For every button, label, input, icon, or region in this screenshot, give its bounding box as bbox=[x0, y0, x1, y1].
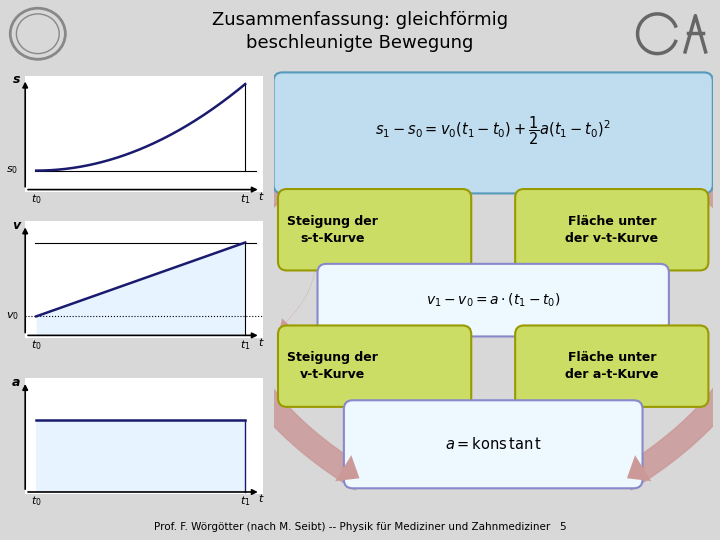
Text: Fläche unter
der a-t-Kurve: Fläche unter der a-t-Kurve bbox=[565, 351, 659, 381]
Text: $v_1 - v_0 = a \cdot (t_1 - t_0)$: $v_1 - v_0 = a \cdot (t_1 - t_0)$ bbox=[426, 291, 560, 309]
Text: $t_0$: $t_0$ bbox=[31, 495, 42, 508]
Text: $t_0$: $t_0$ bbox=[31, 338, 42, 352]
Text: v: v bbox=[12, 219, 20, 232]
Text: t: t bbox=[258, 495, 263, 504]
Text: Zusammenfassung: gleichförmig
beschleunigte Bewegung: Zusammenfassung: gleichförmig beschleuni… bbox=[212, 11, 508, 52]
Text: $t_1$: $t_1$ bbox=[240, 192, 251, 206]
Text: Steigung der
v-t-Kurve: Steigung der v-t-Kurve bbox=[287, 351, 378, 381]
Polygon shape bbox=[618, 175, 720, 490]
FancyBboxPatch shape bbox=[278, 189, 472, 271]
Text: $t_1$: $t_1$ bbox=[240, 495, 251, 508]
FancyArrowPatch shape bbox=[280, 195, 315, 328]
Polygon shape bbox=[212, 175, 368, 490]
Text: a: a bbox=[12, 376, 21, 389]
Text: s: s bbox=[13, 73, 20, 86]
FancyBboxPatch shape bbox=[278, 326, 472, 407]
FancyBboxPatch shape bbox=[344, 400, 642, 488]
FancyBboxPatch shape bbox=[516, 189, 708, 271]
Text: $t_1$: $t_1$ bbox=[240, 338, 251, 352]
Text: Fläche unter
der v-t-Kurve: Fläche unter der v-t-Kurve bbox=[565, 214, 658, 245]
FancyBboxPatch shape bbox=[516, 326, 708, 407]
Text: $s_0$: $s_0$ bbox=[6, 165, 18, 177]
FancyBboxPatch shape bbox=[274, 72, 713, 193]
Text: t: t bbox=[258, 338, 263, 348]
FancyBboxPatch shape bbox=[318, 264, 669, 336]
Text: Prof. F. Wörgötter (nach M. Seibt) -- Physik für Mediziner und Zahnmediziner   5: Prof. F. Wörgötter (nach M. Seibt) -- Ph… bbox=[153, 522, 567, 532]
Text: $a = \mathrm{kons\,tan\,t}$: $a = \mathrm{kons\,tan\,t}$ bbox=[444, 436, 542, 453]
Text: t: t bbox=[258, 192, 263, 202]
Text: $s_1 - s_0 = v_0(t_1 - t_0) + \dfrac{1}{2}a(t_1 - t_0)^2$: $s_1 - s_0 = v_0(t_1 - t_0) + \dfrac{1}{… bbox=[375, 114, 611, 147]
Text: Steigung der
s-t-Kurve: Steigung der s-t-Kurve bbox=[287, 214, 378, 245]
Text: $v_0$: $v_0$ bbox=[6, 310, 19, 322]
Text: $t_0$: $t_0$ bbox=[31, 192, 42, 206]
